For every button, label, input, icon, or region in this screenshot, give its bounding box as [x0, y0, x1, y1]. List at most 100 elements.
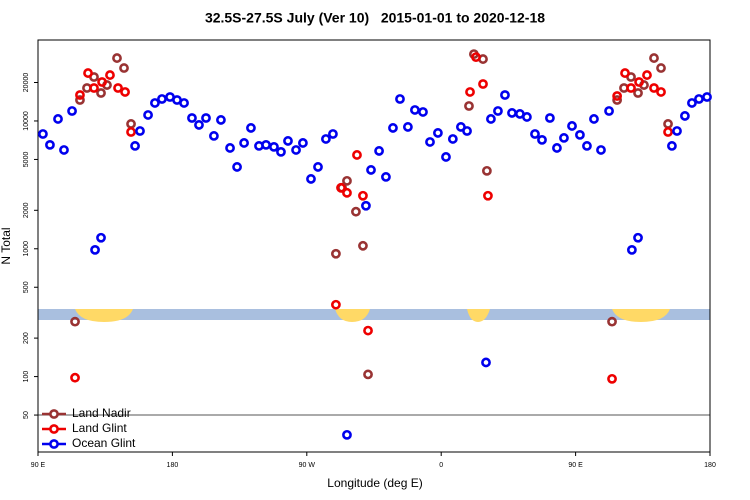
land-band: [75, 309, 133, 322]
data-point: [276, 146, 286, 157]
data-point: [313, 162, 323, 172]
data-point: [656, 63, 666, 73]
legend-label: Land Nadir: [72, 406, 131, 420]
data-point: [143, 110, 153, 120]
data-point: [620, 68, 630, 78]
data-point: [363, 369, 373, 380]
data-point: [672, 126, 682, 136]
x-tick-label: 90 W: [299, 462, 316, 469]
data-point: [194, 120, 204, 130]
y-tick-label: 20000: [23, 73, 30, 93]
data-point: [633, 232, 643, 243]
data-point: [465, 87, 475, 97]
data-point: [298, 138, 308, 148]
data-point: [582, 141, 592, 151]
data-point: [283, 136, 293, 146]
plot-frame: [37, 39, 711, 453]
surface-band: [38, 309, 710, 416]
data-point: [612, 91, 623, 101]
data-point: [342, 429, 352, 440]
data-point: [119, 63, 129, 73]
data-point: [656, 87, 666, 97]
data-point: [464, 101, 474, 111]
data-point: [481, 357, 491, 368]
data-point: [150, 98, 160, 108]
data-point: [481, 165, 492, 176]
data-point: [187, 113, 197, 123]
data-point: [596, 145, 606, 155]
legend-marker: [49, 409, 59, 419]
data-point: [441, 152, 451, 162]
y-tick-label: 500: [23, 281, 30, 293]
y-tick-label: 50: [23, 411, 30, 419]
data-point: [552, 143, 562, 153]
data-point: [567, 121, 577, 131]
data-point: [358, 240, 368, 251]
data-point: [462, 126, 472, 136]
data-point: [75, 90, 85, 100]
data-point: [388, 123, 398, 133]
data-point: [321, 134, 331, 144]
data-point: [626, 244, 637, 255]
data-point: [135, 126, 145, 136]
y-tick-label: 1000: [23, 241, 30, 257]
data-point: [201, 113, 211, 123]
legend-marker: [49, 424, 59, 434]
legend-label: Land Glint: [72, 421, 127, 435]
x-tick-label: 90 E: [568, 462, 583, 469]
y-tick-label: 200: [23, 332, 30, 344]
y-axis-label: N Total: [0, 227, 13, 264]
marks: [38, 49, 712, 440]
data-point: [433, 128, 443, 138]
data-point: [126, 127, 136, 137]
data-point: [642, 70, 652, 80]
data-point: [336, 182, 346, 193]
data-point: [358, 190, 368, 201]
data-point: [67, 106, 77, 116]
data-point: [545, 113, 555, 123]
data-point: [96, 88, 106, 98]
data-point: [493, 106, 503, 116]
x-tick-label: 180: [704, 462, 716, 469]
data-point: [120, 87, 130, 97]
data-point: [395, 94, 405, 104]
data-point: [667, 141, 677, 151]
data-point: [130, 141, 140, 151]
data-point: [634, 77, 644, 87]
data-point: [663, 127, 673, 137]
land-band: [467, 309, 490, 322]
y-tick-label: 100: [23, 371, 30, 383]
data-point: [45, 139, 55, 150]
data-point: [331, 248, 341, 259]
data-point: [291, 145, 301, 155]
data-point: [113, 83, 123, 93]
data-point: [425, 137, 435, 147]
y-tick-label: 10000: [23, 111, 30, 131]
legend-label: Ocean Glint: [72, 436, 136, 450]
data-point: [559, 133, 569, 143]
data-point: [626, 83, 636, 93]
data-point: [530, 129, 540, 139]
data-point: [366, 165, 376, 175]
data-point: [306, 174, 316, 184]
data-point: [381, 172, 391, 182]
data-point: [112, 53, 122, 63]
data-point: [418, 107, 428, 117]
data-point: [402, 122, 413, 132]
data-point: [447, 134, 458, 144]
data-point: [342, 175, 352, 186]
data-point: [232, 162, 242, 172]
ocean-band: [38, 309, 710, 320]
data-point: [612, 95, 623, 105]
data-point: [361, 200, 371, 211]
data-point: [649, 83, 659, 93]
data-point: [680, 111, 690, 121]
chart-title: 32.5S-27.5S July (Ver 10) 2015-01-01 to …: [205, 10, 545, 26]
data-point: [179, 98, 189, 108]
data-point: [483, 190, 493, 201]
data-point: [537, 134, 547, 145]
data-point: [59, 145, 69, 155]
data-point: [90, 244, 100, 255]
data-point: [607, 373, 617, 384]
